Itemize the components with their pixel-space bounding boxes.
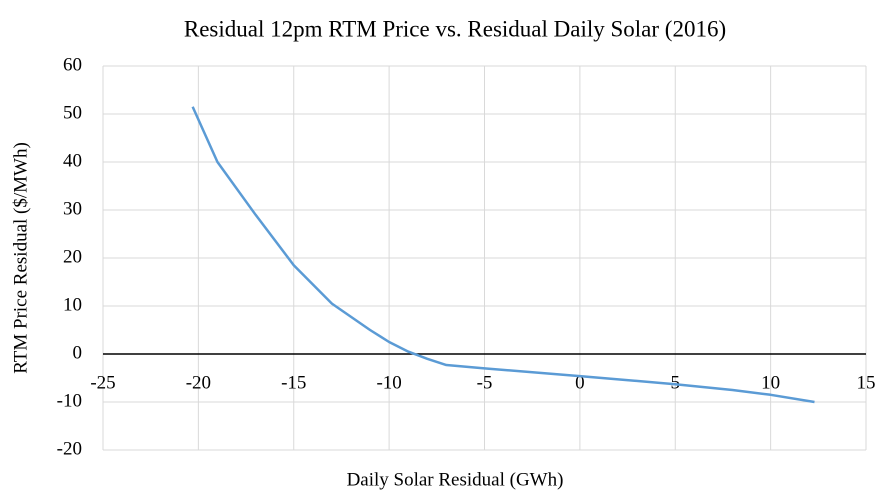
x-tick-label: 15 — [857, 372, 876, 393]
x-tick-label: -5 — [477, 372, 493, 393]
y-tick-label: 40 — [63, 150, 82, 171]
x-tick-label: 0 — [575, 372, 585, 393]
x-tick-label: -25 — [90, 372, 115, 393]
y-tick-label: 30 — [63, 198, 82, 219]
y-tick-label: 10 — [63, 294, 82, 315]
x-tick-label: 5 — [671, 372, 681, 393]
y-axis-label: RTM Price Residual ($/MWh) — [10, 142, 31, 374]
y-tick-label: 60 — [63, 54, 82, 75]
y-tick-label: -20 — [57, 438, 82, 459]
y-tick-label: 50 — [63, 102, 82, 123]
x-tick-label: -15 — [281, 372, 306, 393]
y-tick-label: 0 — [73, 342, 83, 363]
chart-title: Residual 12pm RTM Price vs. Residual Dai… — [184, 16, 726, 41]
x-axis-label: Daily Solar Residual (GWh) — [347, 469, 564, 490]
y-tick-label: 20 — [63, 246, 82, 267]
data-line — [191, 106, 815, 404]
y-tick-label: -10 — [57, 390, 82, 411]
x-tick-label: -20 — [186, 372, 211, 393]
x-tick-label: -10 — [376, 372, 401, 393]
x-tick-label: 10 — [761, 372, 780, 393]
